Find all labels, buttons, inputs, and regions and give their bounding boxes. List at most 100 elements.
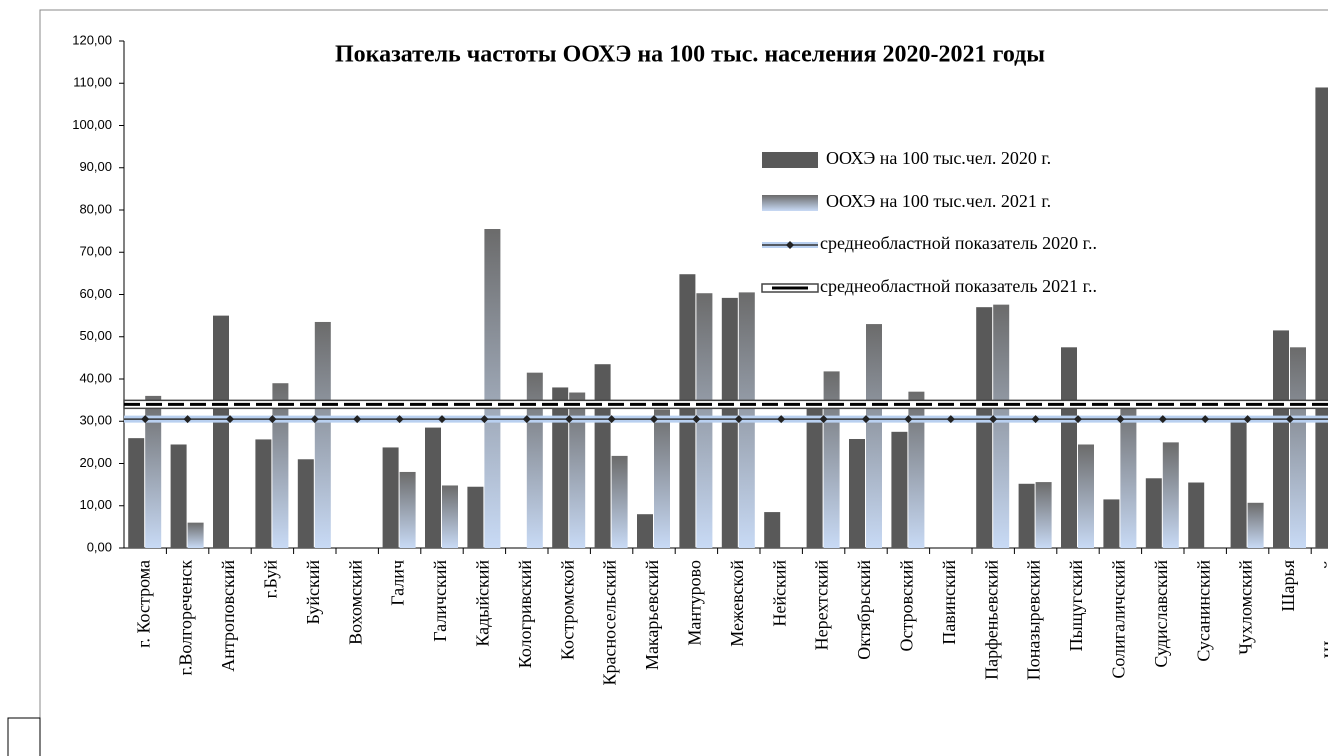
reference-marker: [777, 415, 786, 424]
x-tick-label: Нерехтский: [812, 560, 832, 651]
reference-marker: [946, 415, 955, 424]
bar: [993, 304, 1010, 548]
bar: [1315, 87, 1328, 548]
bar: [552, 387, 569, 548]
bar: [170, 444, 187, 548]
x-tick-label: Пыщугский: [1066, 560, 1086, 652]
reference-marker: [1116, 415, 1125, 424]
reference-marker: [1243, 415, 1252, 424]
x-tick-label: Чухломский: [1236, 560, 1256, 655]
bar: [1078, 444, 1094, 548]
bar: [399, 471, 416, 548]
x-tick-label: Мантурово: [685, 560, 705, 646]
y-tick-label: 90,00: [79, 159, 112, 174]
reference-marker: [226, 415, 234, 424]
reference-marker: [183, 415, 192, 424]
reference-marker: [141, 415, 150, 424]
x-tick-label: Красносельский: [600, 560, 620, 686]
bar: [272, 383, 289, 548]
bar: [1061, 347, 1077, 548]
reference-marker: [522, 415, 531, 424]
bar: [823, 371, 840, 548]
legend-swatch: [762, 152, 818, 168]
y-tick-label: 0,00: [87, 539, 112, 554]
corner-box: [7, 717, 41, 756]
bar: [128, 438, 145, 548]
y-tick-label: 60,00: [79, 286, 112, 301]
bar: [1103, 499, 1120, 548]
reference-marker: [395, 415, 404, 424]
bar: [1120, 400, 1137, 548]
reference-marker: [650, 415, 658, 424]
bar: [1035, 482, 1052, 548]
reference-marker: [989, 415, 998, 424]
y-tick-label: 110,00: [73, 75, 112, 90]
y-tick-label: 70,00: [79, 244, 112, 259]
bar: [1018, 483, 1035, 548]
x-tick-label: Макарьевский: [642, 560, 662, 670]
x-tick-label: Буйский: [303, 560, 323, 625]
x-tick-label: Вохомский: [345, 560, 365, 645]
legend-swatch: [762, 195, 818, 211]
reference-marker: [904, 415, 913, 424]
x-tick-label: Павинский: [939, 560, 959, 645]
reference-marker: [565, 415, 574, 424]
bar: [1188, 482, 1205, 548]
bar: [1230, 416, 1247, 548]
reference-marker: [1286, 415, 1294, 424]
x-tick-label: Сусанинский: [1193, 560, 1213, 662]
x-tick-label: Костромской: [557, 560, 577, 661]
bar: [764, 512, 781, 548]
y-tick-label: 10,00: [79, 497, 112, 512]
x-tick-label: г.Буй: [261, 560, 281, 599]
bar: [891, 431, 908, 548]
x-tick-label: Нейский: [769, 560, 789, 627]
bar: [382, 447, 399, 548]
reference-marker: [353, 415, 362, 424]
reference-marker: [310, 415, 319, 424]
bar: [976, 307, 993, 548]
bar: [721, 297, 738, 548]
x-tick-label: Антроповский: [218, 560, 238, 672]
y-tick-label: 20,00: [79, 455, 112, 470]
bar: [569, 392, 586, 548]
legend-label: среднеобластной показатель 2020 г..: [820, 233, 1097, 253]
bar: [255, 439, 272, 548]
y-tick-label: 100,00: [72, 117, 112, 132]
bar: [484, 229, 501, 548]
bar: [1273, 330, 1289, 548]
x-tick-label: Кадыйский: [473, 560, 493, 647]
x-tick-label: Галич: [388, 560, 408, 606]
reference-marker: [438, 415, 446, 424]
bar: [866, 324, 882, 548]
y-tick-label: 50,00: [79, 328, 112, 343]
reference-marker: [607, 415, 616, 424]
bar: [637, 514, 653, 548]
x-tick-label: Октябрьский: [854, 560, 874, 660]
bar: [1162, 442, 1179, 548]
x-tick-label: Межевской: [727, 560, 747, 647]
chart-title: Показатель частоты ООХЭ на 100 тыс. насе…: [335, 42, 1045, 68]
bar: [611, 455, 628, 548]
x-tick-label: Галичский: [430, 560, 450, 642]
bar: [467, 486, 484, 548]
bar: [442, 485, 458, 548]
x-tick-label: Шарья: [1278, 560, 1298, 612]
reference-marker: [480, 415, 489, 424]
reference-marker: [1158, 415, 1167, 424]
y-tick-label: 120,00: [72, 32, 112, 47]
legend-label: ООХЭ на 100 тыс.чел. 2021 г.: [826, 191, 1051, 211]
y-tick-label: 30,00: [79, 413, 112, 428]
reference-marker: [819, 415, 828, 424]
bar: [1290, 347, 1306, 548]
bar: [297, 459, 314, 548]
reference-marker: [1201, 415, 1210, 424]
x-tick-label: Солигаличский: [1109, 560, 1129, 679]
x-tick-label: Островский: [897, 560, 917, 652]
x-tick-label: Поназыревский: [1024, 560, 1044, 681]
legend-label: ООХЭ на 100 тыс.чел. 2020 г.: [826, 148, 1051, 168]
bar: [1145, 478, 1162, 548]
x-tick-label: г.Волгореченск: [176, 560, 196, 676]
legend-label: среднеобластной показатель 2021 г..: [820, 276, 1097, 296]
